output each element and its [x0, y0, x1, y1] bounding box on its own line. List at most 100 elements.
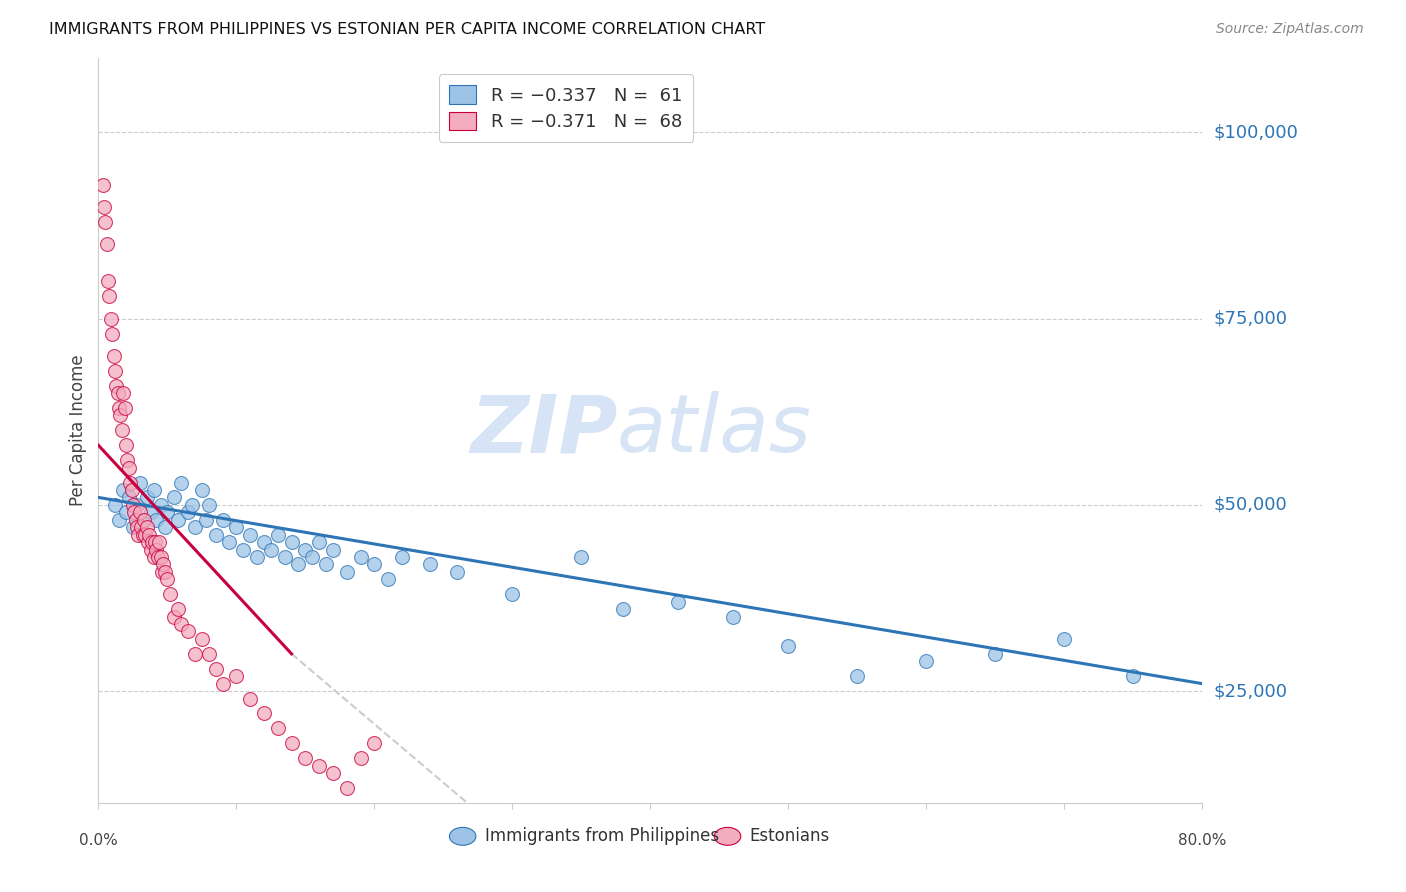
- Point: [239, 691, 262, 706]
- Point: [114, 401, 136, 415]
- Point: [322, 766, 344, 780]
- Point: [91, 178, 114, 192]
- Point: [135, 491, 157, 505]
- Point: [391, 549, 413, 564]
- Point: [225, 520, 247, 534]
- Point: [110, 409, 132, 423]
- Point: [191, 483, 214, 497]
- Text: ZIP: ZIP: [470, 392, 617, 469]
- Point: [148, 535, 170, 549]
- Point: [139, 505, 162, 519]
- Point: [280, 736, 302, 750]
- Point: [177, 624, 200, 639]
- Point: [246, 549, 269, 564]
- Point: [267, 527, 290, 541]
- Text: 0.0%: 0.0%: [79, 832, 118, 847]
- Point: [138, 527, 160, 541]
- Point: [146, 549, 169, 564]
- Point: [197, 647, 219, 661]
- Point: [118, 460, 141, 475]
- Point: [349, 549, 371, 564]
- Point: [125, 498, 148, 512]
- Point: [846, 669, 869, 683]
- Point: [117, 453, 139, 467]
- Point: [153, 520, 176, 534]
- Point: [184, 520, 207, 534]
- Point: [419, 558, 441, 572]
- Point: [363, 736, 385, 750]
- Point: [336, 780, 359, 795]
- Point: [1122, 669, 1144, 683]
- Point: [280, 535, 302, 549]
- Text: $100,000: $100,000: [1213, 123, 1298, 142]
- Point: [218, 535, 240, 549]
- Point: [131, 513, 153, 527]
- Point: [142, 549, 165, 564]
- Point: [294, 751, 316, 765]
- Point: [112, 386, 135, 401]
- Point: [139, 542, 162, 557]
- Point: [915, 654, 938, 668]
- Text: Estonians: Estonians: [749, 827, 830, 846]
- Point: [273, 549, 295, 564]
- Point: [124, 505, 146, 519]
- Point: [336, 565, 359, 579]
- Point: [134, 527, 156, 541]
- Point: [204, 527, 226, 541]
- Point: [94, 215, 117, 229]
- Point: [315, 558, 337, 572]
- Point: [103, 349, 125, 363]
- Circle shape: [714, 828, 741, 846]
- Point: [128, 475, 150, 490]
- Point: [191, 632, 214, 646]
- Point: [156, 505, 179, 519]
- Text: Immigrants from Philippines: Immigrants from Philippines: [485, 827, 718, 846]
- Point: [121, 483, 143, 497]
- Point: [501, 587, 523, 601]
- Point: [136, 535, 159, 549]
- Point: [156, 573, 179, 587]
- Point: [778, 640, 800, 654]
- Point: [239, 527, 262, 541]
- Point: [253, 706, 276, 721]
- Point: [124, 513, 146, 527]
- Point: [322, 542, 344, 557]
- Point: [170, 617, 193, 632]
- Point: [115, 505, 138, 519]
- Point: [141, 535, 163, 549]
- Point: [349, 751, 371, 765]
- Text: Source: ZipAtlas.com: Source: ZipAtlas.com: [1216, 22, 1364, 37]
- Point: [253, 535, 276, 549]
- Point: [260, 542, 283, 557]
- Point: [301, 549, 323, 564]
- Point: [107, 386, 129, 401]
- Point: [112, 483, 135, 497]
- Point: [211, 676, 233, 690]
- Point: [204, 662, 226, 676]
- Point: [128, 505, 150, 519]
- Point: [153, 565, 176, 579]
- Point: [125, 520, 148, 534]
- Point: [105, 378, 128, 392]
- Point: [129, 520, 152, 534]
- Point: [145, 542, 167, 557]
- Text: $50,000: $50,000: [1213, 496, 1286, 514]
- Point: [225, 669, 247, 683]
- Point: [294, 542, 316, 557]
- Point: [666, 595, 689, 609]
- Point: [131, 527, 153, 541]
- Point: [118, 491, 141, 505]
- Point: [308, 758, 330, 772]
- Point: [111, 423, 134, 437]
- Point: [108, 401, 131, 415]
- Point: [115, 438, 138, 452]
- Point: [120, 475, 142, 490]
- Point: [181, 498, 204, 512]
- Point: [363, 558, 385, 572]
- Point: [150, 565, 173, 579]
- Point: [721, 609, 744, 624]
- Point: [108, 513, 131, 527]
- Point: [143, 535, 166, 549]
- Point: [308, 535, 330, 549]
- Point: [104, 364, 127, 378]
